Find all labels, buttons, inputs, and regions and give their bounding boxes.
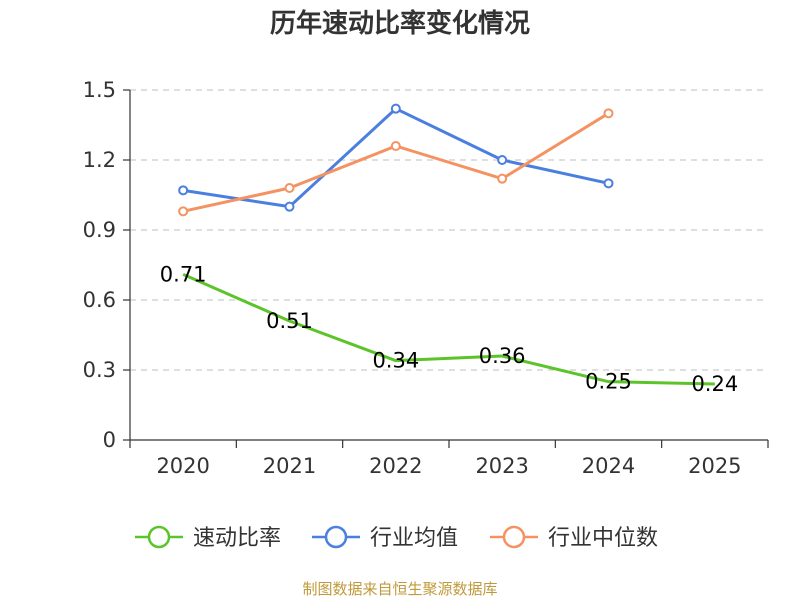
data-point [178,206,189,217]
data-label: 0.24 [691,372,738,396]
source-note: 制图数据来自恒生聚源数据库 [302,580,497,598]
legend-item-2[interactable]: 行业中位数 [490,525,658,551]
legend-item-1[interactable]: 行业均值 [312,525,458,551]
series-0 [182,272,715,386]
series-2 [178,108,614,217]
legend-label: 速动比率 [193,526,281,551]
data-point [497,155,508,165]
series-line [182,112,610,213]
x-tick-label: 2023 [475,454,528,478]
data-point [603,108,614,119]
y-tick-label: 0 [103,428,116,452]
data-point [603,178,614,189]
data-point [178,185,189,196]
series-line [182,272,715,386]
data-point [284,201,295,212]
data-point [390,103,401,114]
y-tick-label: 0.6 [83,288,116,312]
data-label: 0.71 [160,262,207,286]
axes: 0 0.3 0.6 0.9 1.2 1.5 2020 2021 2022 2023 2024 2025 [83,78,769,478]
data-labels: 0.71 0.51 0.34 0.36 0.25 0.24 [160,262,738,396]
y-tick-label: 0.9 [83,218,116,242]
data-label: 0.34 [372,349,419,373]
legend-label: 行业中位数 [548,526,658,551]
legend: 速动比率 行业均值 行业中位数 [135,525,658,551]
data-point [497,173,508,184]
x-tick-label: 2021 [263,454,316,478]
series-line [182,107,609,209]
y-tick-label: 1.2 [83,148,116,172]
legend-swatch-marker [324,525,348,549]
x-tick-label: 2022 [369,454,422,478]
legend-swatch-marker [147,525,171,549]
data-point [284,183,295,193]
y-tick-label: 0.3 [83,358,116,382]
data-label: 0.36 [479,344,526,368]
data-label: 0.25 [585,370,632,394]
data-label: 0.51 [266,309,313,333]
y-tick-label: 1.5 [83,78,116,102]
legend-item-0[interactable]: 速动比率 [135,525,281,551]
legend-swatch-marker [502,525,526,549]
x-tick-label: 2024 [582,454,635,478]
chart-title: 历年速动比率变化情况 [270,8,530,39]
x-tick-label: 2020 [156,454,209,478]
legend-label: 行业均值 [370,526,458,551]
grid-lines [130,89,768,371]
series-1 [178,103,614,212]
series-layer: 0.71 0.51 0.34 0.36 0.25 0.24 [160,103,738,396]
data-point [390,141,401,151]
x-tick-label: 2025 [688,454,741,478]
